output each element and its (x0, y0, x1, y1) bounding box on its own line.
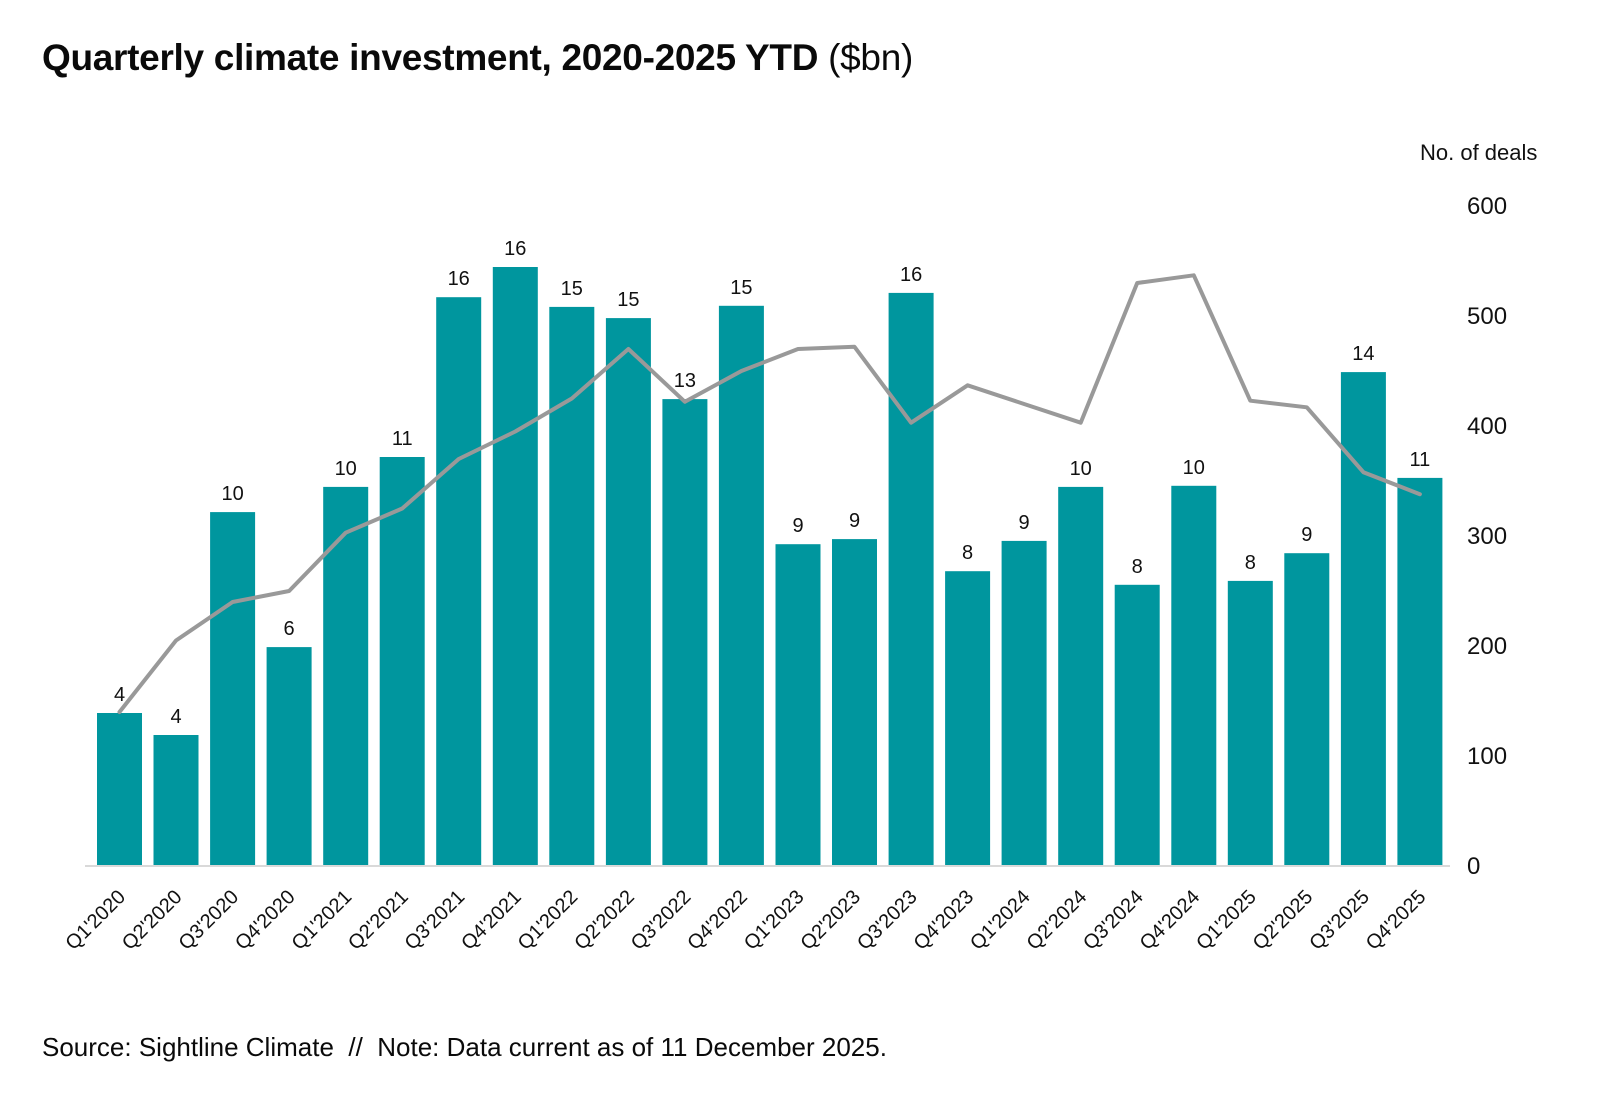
x-axis-tick-label: Q3'2023 (853, 886, 922, 955)
bar (775, 544, 821, 866)
bar-value-labels: 4 4 10 6 10 11 16 16 15 15 13 15 9 9 16 8 9 10 8 10 8 9 14 11 (114, 238, 1430, 728)
bar (549, 306, 595, 866)
x-axis-tick-label: Q1'2021 (288, 886, 357, 955)
bar (1397, 477, 1443, 866)
bar-value-label: 10 (221, 483, 243, 505)
chart-title-unit: ($bn) (818, 37, 913, 78)
bar-value-label: 10 (1183, 457, 1205, 479)
bar-value-label: 4 (170, 706, 181, 728)
y-axis-tick-label: 100 (1467, 743, 1507, 770)
x-axis-tick-label: Q4'2021 (457, 886, 526, 955)
bar (1340, 372, 1386, 866)
y-axis-tick-label: 300 (1467, 523, 1507, 550)
x-axis-tick-label: Q1'2023 (740, 886, 809, 955)
bar (1001, 540, 1047, 866)
x-axis-tick-label: Q1'2025 (1192, 886, 1261, 955)
x-axis-tick-label: Q4'2023 (910, 886, 979, 955)
bars-group (97, 267, 1443, 867)
bar (605, 318, 651, 867)
bar (153, 735, 199, 866)
bar (832, 539, 877, 866)
deals-line (117, 273, 1422, 714)
y-axis-tick-label: 0 (1467, 853, 1480, 880)
bar-value-label: 13 (674, 370, 696, 392)
x-axis-tick-label: Q3'2022 (627, 886, 696, 955)
bar-value-label: 4 (114, 684, 125, 706)
x-axis-tick-label: Q3'2021 (401, 886, 470, 955)
bar-value-label: 16 (504, 238, 526, 260)
x-axis-tick-label: Q1'2020 (61, 886, 130, 955)
bar-value-label: 15 (561, 278, 583, 300)
bar (1058, 486, 1104, 866)
bar (379, 457, 425, 866)
bar (323, 486, 369, 866)
bar-value-label: 10 (1070, 458, 1092, 480)
bar (210, 512, 256, 866)
bar-value-label: 11 (392, 428, 413, 450)
y-axis-tick-label: 600 (1467, 193, 1507, 220)
bar-value-label: 9 (1019, 512, 1030, 534)
x-axis-tick-label: Q2'2025 (1249, 886, 1318, 955)
bar (1284, 553, 1330, 866)
x-axis-tick-label: Q2'2022 (570, 886, 639, 955)
x-axis-tick-label: Q2'2024 (1023, 886, 1092, 955)
bar (436, 297, 482, 866)
x-axis-tick-labels: Q1'2020Q2'2020Q3'2020Q4'2020Q1'2021Q2'20… (61, 886, 1430, 955)
x-axis-tick-label: Q1'2024 (966, 886, 1035, 955)
y-axis-tick-labels: 600 500 400 300 200 100 0 (1467, 193, 1507, 880)
x-axis-tick-label: Q3'2024 (1079, 886, 1148, 955)
y-axis-tick-label: 400 (1467, 413, 1507, 440)
bar (662, 399, 708, 866)
bar-value-label: 8 (1132, 556, 1143, 578)
x-axis-tick-label: Q2'2023 (796, 886, 865, 955)
bar-value-label: 16 (900, 264, 922, 286)
bar (1227, 580, 1273, 866)
chart-title-main: Quarterly climate investment, 2020-2025 … (42, 37, 819, 78)
bar (1114, 584, 1160, 866)
right-axis-title: No. of deals (1420, 140, 1537, 165)
bar (1171, 485, 1217, 866)
bar-value-label: 8 (962, 542, 973, 564)
x-axis-tick-label: Q4'2025 (1362, 886, 1431, 955)
bar-value-label: 15 (617, 289, 639, 311)
bar (97, 713, 142, 866)
bar-value-label: 9 (792, 515, 803, 537)
bar-value-label: 6 (284, 618, 295, 640)
bar-value-label: 14 (1352, 343, 1374, 365)
y-axis-tick-label: 500 (1467, 303, 1507, 330)
bar (888, 292, 934, 866)
x-axis-tick-label: Q2'2021 (344, 886, 413, 955)
x-axis-tick-label: Q4'2024 (1136, 886, 1205, 955)
bar-value-label: 9 (1301, 524, 1312, 546)
x-axis-tick-label: Q4'2022 (683, 886, 752, 955)
bar (718, 305, 764, 866)
x-axis-tick-label: Q3'2025 (1305, 886, 1374, 955)
bar-value-label: 8 (1245, 552, 1256, 574)
bar-value-label: 9 (849, 510, 860, 532)
y-axis-tick-label: 200 (1467, 633, 1507, 660)
bar-value-label: 15 (730, 277, 752, 299)
bar-value-label: 10 (335, 458, 357, 480)
x-axis-tick-label: Q4'2020 (231, 886, 300, 955)
bar (492, 267, 538, 866)
bar-value-label: 16 (448, 268, 470, 290)
bar-value-label: 11 (1410, 449, 1431, 471)
bar (945, 571, 991, 866)
x-axis-tick-label: Q3'2020 (175, 886, 244, 955)
x-axis-tick-label: Q2'2020 (118, 886, 187, 955)
x-axis-tick-label: Q1'2022 (514, 886, 583, 955)
source-note: Source: Sightline Climate // Note: Data … (42, 1032, 887, 1062)
chart-title: Quarterly climate investment, 2020-2025 … (42, 36, 913, 80)
bar (266, 647, 312, 866)
